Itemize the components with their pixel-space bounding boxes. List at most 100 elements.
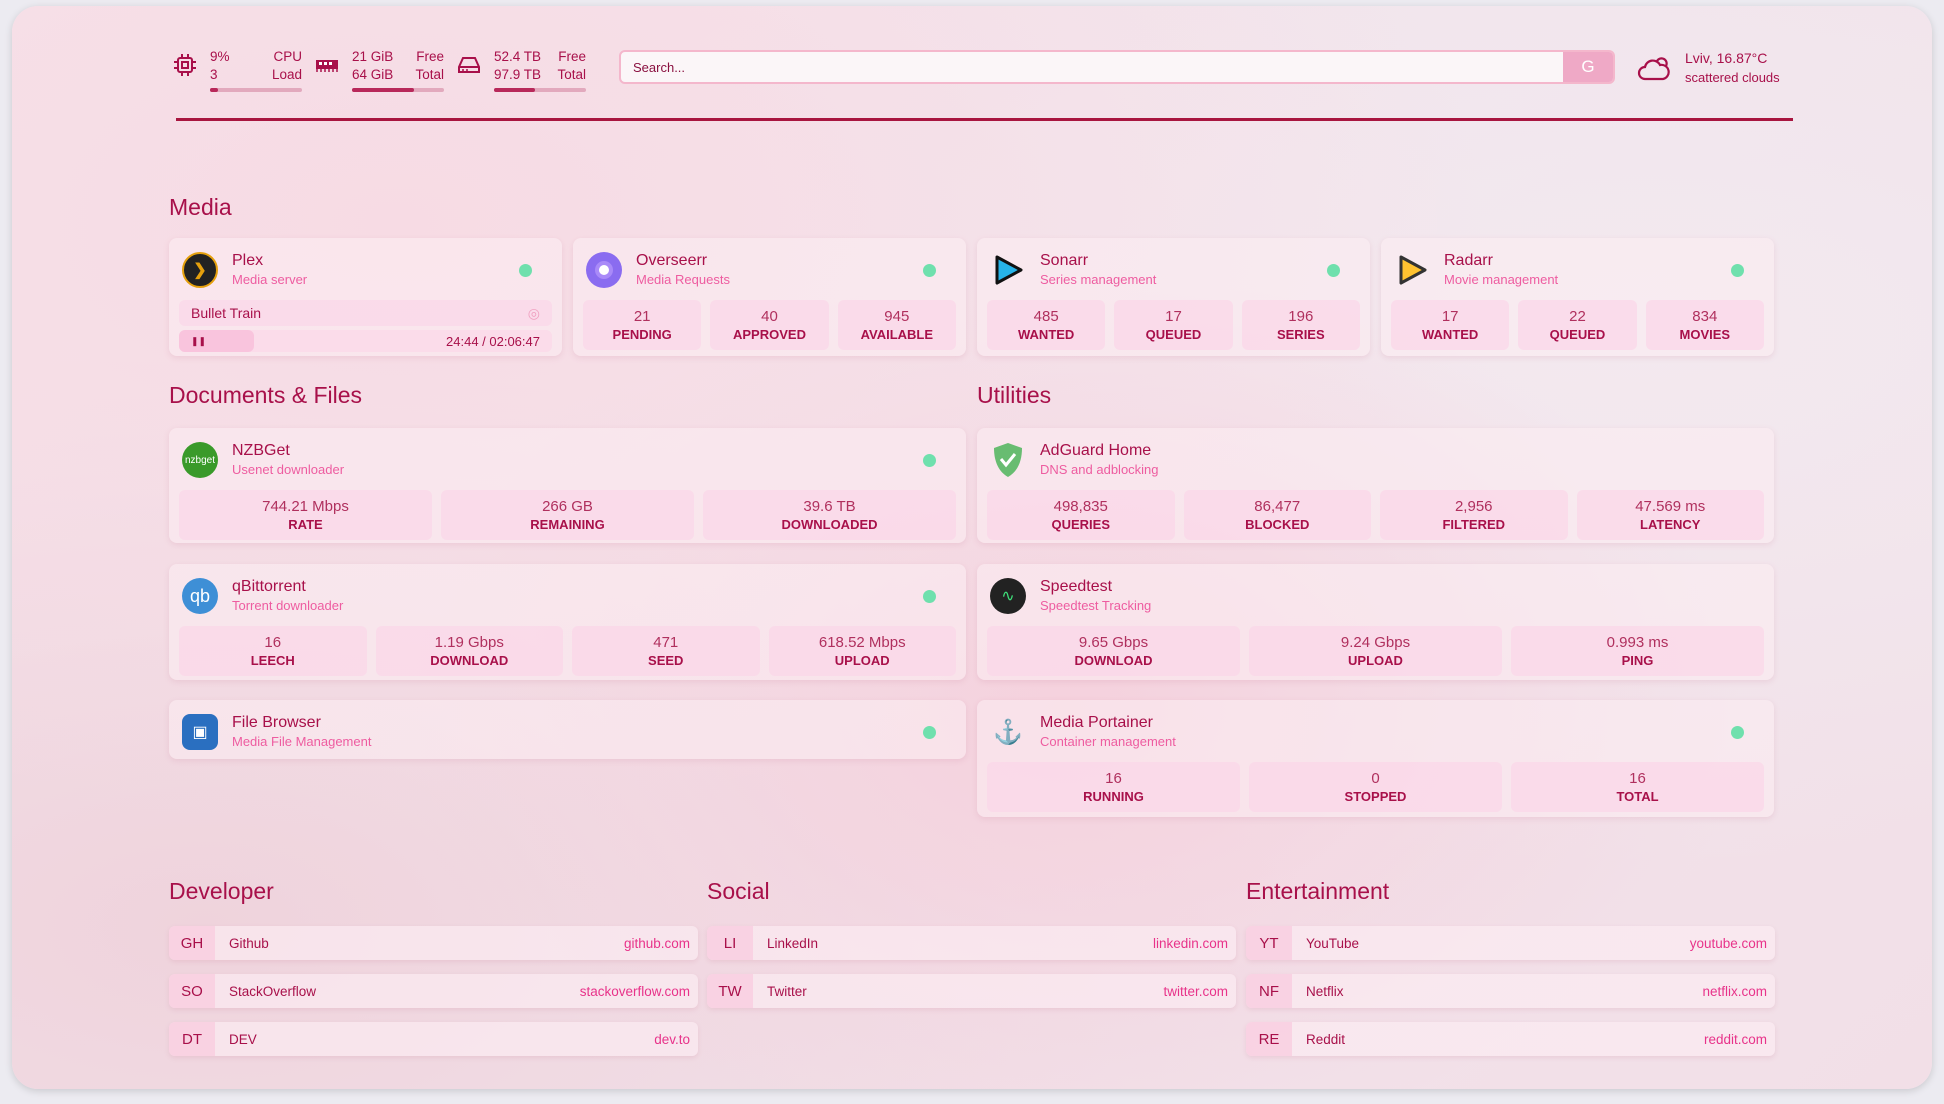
bookmark-abbr: GH [169, 926, 215, 960]
search-engine-button[interactable]: G [1563, 52, 1613, 82]
card-header: ∿ Speedtest Speedtest Tracking [987, 576, 1764, 616]
bookmark-dev[interactable]: DT DEV dev.to [169, 1022, 698, 1056]
stat-value: 1.19 Gbps [434, 634, 504, 651]
service-name[interactable]: Sonarr [1040, 252, 1089, 269]
stat-value: 17 [1441, 308, 1459, 325]
status-indicator [923, 454, 936, 467]
stat-box: 39.6 TB DOWNLOADED [703, 490, 956, 540]
bookmark-stackoverflow[interactable]: SO StackOverflow stackoverflow.com [169, 974, 698, 1008]
service-name[interactable]: NZBGet [232, 442, 290, 459]
service-name[interactable]: Overseerr [636, 252, 708, 269]
service-card-file-browser[interactable]: ▣ File Browser Media File Management [169, 700, 966, 759]
bookmark-url[interactable]: linkedin.com [1152, 935, 1228, 951]
overseerr-icon [586, 252, 622, 288]
service-card-speedtest[interactable]: ∿ Speedtest Speedtest Tracking 9.65 Gbps DOW… [977, 564, 1774, 680]
bookmark-url[interactable]: github.com [623, 935, 690, 951]
search-input[interactable] [621, 59, 1563, 75]
total-label: Total [415, 67, 444, 82]
stat-label: WANTED [1421, 327, 1479, 342]
service-card-qbittorrent[interactable]: qb qBittorrent Torrent downloader 16 LEECH 1.… [169, 564, 966, 680]
stat-box: 22 QUEUED [1518, 300, 1637, 350]
stat-value: 196 [1288, 308, 1314, 325]
stat-label: FILTERED [1442, 517, 1506, 532]
card-header: Radarr Movie management [1391, 250, 1764, 290]
free-label: Free [416, 49, 444, 64]
service-name[interactable]: Plex [232, 252, 264, 269]
bookmark-abbr: NF [1246, 974, 1292, 1008]
section-developer: Developer [169, 878, 274, 904]
stat-value: 9.24 Gbps [1340, 634, 1411, 651]
bookmark-url[interactable]: youtube.com [1689, 935, 1767, 951]
card-text: Sonarr Series management [1040, 251, 1156, 289]
service-name[interactable]: Media Portainer [1040, 714, 1153, 731]
stat-label: MOVIES [1679, 327, 1731, 342]
cloud-icon [1637, 57, 1670, 81]
ram-bar [352, 88, 444, 92]
service-name[interactable]: File Browser [232, 714, 321, 731]
bookmark-name: YouTube [1306, 935, 1360, 951]
stat-label: RATE [288, 517, 323, 532]
bookmark-twitter[interactable]: TW Twitter twitter.com [707, 974, 1236, 1008]
service-description: Series management [1040, 272, 1157, 287]
service-name[interactable]: Radarr [1444, 252, 1493, 269]
stat-value: 2,956 [1454, 498, 1493, 515]
service-card-overseerr[interactable]: Overseerr Media Requests 21 PENDING 40 APPROV… [573, 238, 966, 356]
service-card-nzbget[interactable]: nzbget NZBGet Usenet downloader 744.21 Mbps… [169, 428, 966, 543]
stat-value: 21 [633, 308, 651, 325]
search-bar: G [619, 50, 1615, 84]
service-card-plex[interactable]: ❯ Plex Media server Bullet Train ◎ ❚❚ 24:44 / … [169, 238, 562, 356]
stat-value: 16 [264, 634, 282, 651]
bookmark-url[interactable]: reddit.com [1703, 1031, 1767, 1047]
service-card-media-portainer[interactable]: ⚓ Media Portainer Container management 16 RU… [977, 700, 1774, 817]
card-header: AdGuard Home DNS and adblocking [987, 440, 1764, 480]
bookmark-reddit[interactable]: RE Reddit reddit.com [1246, 1022, 1775, 1056]
bookmark-abbr: SO [169, 974, 215, 1008]
bookmark-name: DEV [229, 1031, 257, 1047]
service-card-adguard-home[interactable]: AdGuard Home DNS and adblocking 498,835 QUE… [977, 428, 1774, 543]
card-text: NZBGet Usenet downloader [232, 441, 344, 479]
stat-value: 266 GB [542, 498, 593, 515]
now-playing[interactable]: Bullet Train ◎ [179, 300, 552, 326]
stat-box: 266 GB REMAINING [441, 490, 694, 540]
stats-row: 21 PENDING 40 APPROVED 945 AVAILABLE [583, 300, 956, 350]
card-header: ❯ Plex Media server [179, 250, 552, 290]
bookmark-abbr: TW [707, 974, 753, 1008]
progress-fill [179, 330, 254, 352]
bookmark-netflix[interactable]: NF Netflix netflix.com [1246, 974, 1775, 1008]
bookmark-name: LinkedIn [767, 935, 819, 951]
stream-info-icon[interactable]: ◎ [527, 304, 540, 321]
stat-value: 0 [1371, 770, 1380, 787]
service-name[interactable]: Speedtest [1040, 578, 1113, 595]
speedtest-icon: ∿ [990, 578, 1026, 614]
stat-label: UPLOAD [1348, 653, 1403, 668]
bookmark-youtube[interactable]: YT YouTube youtube.com [1246, 926, 1775, 960]
stat-box: 17 QUEUED [1114, 300, 1233, 350]
ram-icon [316, 60, 338, 72]
service-name[interactable]: qBittorrent [232, 578, 306, 595]
service-card-radarr[interactable]: Radarr Movie management 17 WANTED 22 QUEUED 83… [1381, 238, 1774, 356]
bookmark-linkedin[interactable]: LI LinkedIn linkedin.com [707, 926, 1236, 960]
service-name[interactable]: AdGuard Home [1040, 442, 1152, 459]
pause-icon[interactable]: ❚❚ [191, 335, 207, 346]
stats-row: 485 WANTED 17 QUEUED 196 SERIES [987, 300, 1360, 350]
bookmark-url[interactable]: twitter.com [1163, 983, 1228, 999]
portainer-icon: ⚓ [993, 718, 1023, 746]
weather-temp: Lviv, 16.87°C [1685, 50, 1768, 66]
bookmark-url[interactable]: netflix.com [1702, 983, 1767, 999]
service-description: Media File Management [232, 734, 372, 749]
filebrowser-icon: ▣ [182, 714, 218, 750]
service-card-sonarr[interactable]: Sonarr Series management 485 WANTED 17 QUEUED… [977, 238, 1370, 356]
ram-widget: 21 GiB Free 64 GiB Total [316, 48, 444, 92]
now-playing-title: Bullet Train [191, 305, 262, 321]
cpu-icon [174, 54, 196, 76]
bookmark-name: Netflix [1306, 983, 1344, 999]
playback-progress[interactable]: ❚❚ 24:44 / 02:06:47 [179, 330, 552, 352]
bookmark-abbr: DT [169, 1022, 215, 1056]
stat-box: 9.65 Gbps DOWNLOAD [987, 626, 1240, 676]
stat-label: APPROVED [733, 327, 806, 342]
bookmark-github[interactable]: GH Github github.com [169, 926, 698, 960]
stat-label: STOPPED [1344, 789, 1407, 804]
stat-box: 9.24 Gbps UPLOAD [1249, 626, 1502, 676]
bookmark-url[interactable]: dev.to [654, 1031, 690, 1047]
bookmark-url[interactable]: stackoverflow.com [579, 983, 690, 999]
